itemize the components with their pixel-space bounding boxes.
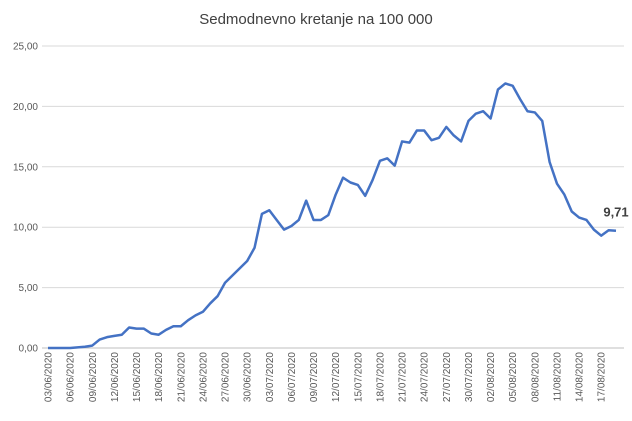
- chart-title: Sedmodnevno kretanje na 100 000: [199, 11, 433, 28]
- x-tick-label: 15/06/2020: [132, 352, 143, 402]
- x-tick-label: 18/07/2020: [375, 352, 386, 402]
- y-tick-label: 25,00: [13, 42, 38, 53]
- x-tick-label: 03/07/2020: [265, 352, 276, 402]
- x-tick-label: 03/06/2020: [44, 352, 55, 402]
- x-tick-label: 24/07/2020: [420, 352, 431, 402]
- x-tick-label: 30/07/2020: [464, 352, 475, 402]
- x-tick-label: 15/07/2020: [353, 352, 364, 402]
- x-tick-label: 18/06/2020: [154, 352, 165, 402]
- x-tick-label: 27/06/2020: [221, 352, 232, 402]
- x-tick-label: 12/07/2020: [331, 352, 342, 402]
- data-label: 9,71: [603, 205, 628, 220]
- x-tick-label: 17/08/2020: [597, 352, 608, 402]
- line: [48, 82, 617, 350]
- y-tick-label: 5,00: [19, 283, 39, 294]
- y-tick-label: 15,00: [13, 162, 38, 173]
- x-tick-label: 06/06/2020: [66, 352, 77, 402]
- x-tick-label: 21/06/2020: [176, 352, 187, 402]
- x-tick-label: 14/08/2020: [575, 352, 586, 402]
- x-tick-label: 24/06/2020: [198, 352, 209, 402]
- x-tick-label: 09/06/2020: [88, 352, 99, 402]
- x-tick-label: 27/07/2020: [442, 352, 453, 402]
- x-tick-label: 11/08/2020: [552, 352, 563, 402]
- x-tick-label: 08/08/2020: [530, 352, 541, 402]
- y-tick-label: 20,00: [13, 102, 38, 113]
- x-tick-label: 02/08/2020: [486, 352, 497, 402]
- x-tick-label: 06/07/2020: [287, 352, 298, 402]
- y-tick-label: 0,00: [19, 344, 39, 355]
- y-tick-label: 10,00: [13, 223, 38, 234]
- x-tick-label: 05/08/2020: [508, 352, 519, 402]
- x-tick-label: 09/07/2020: [309, 352, 320, 402]
- x-tick-label: 30/06/2020: [243, 352, 254, 402]
- x-tick-label: 12/06/2020: [110, 352, 121, 402]
- x-tick-label: 21/07/2020: [398, 352, 409, 402]
